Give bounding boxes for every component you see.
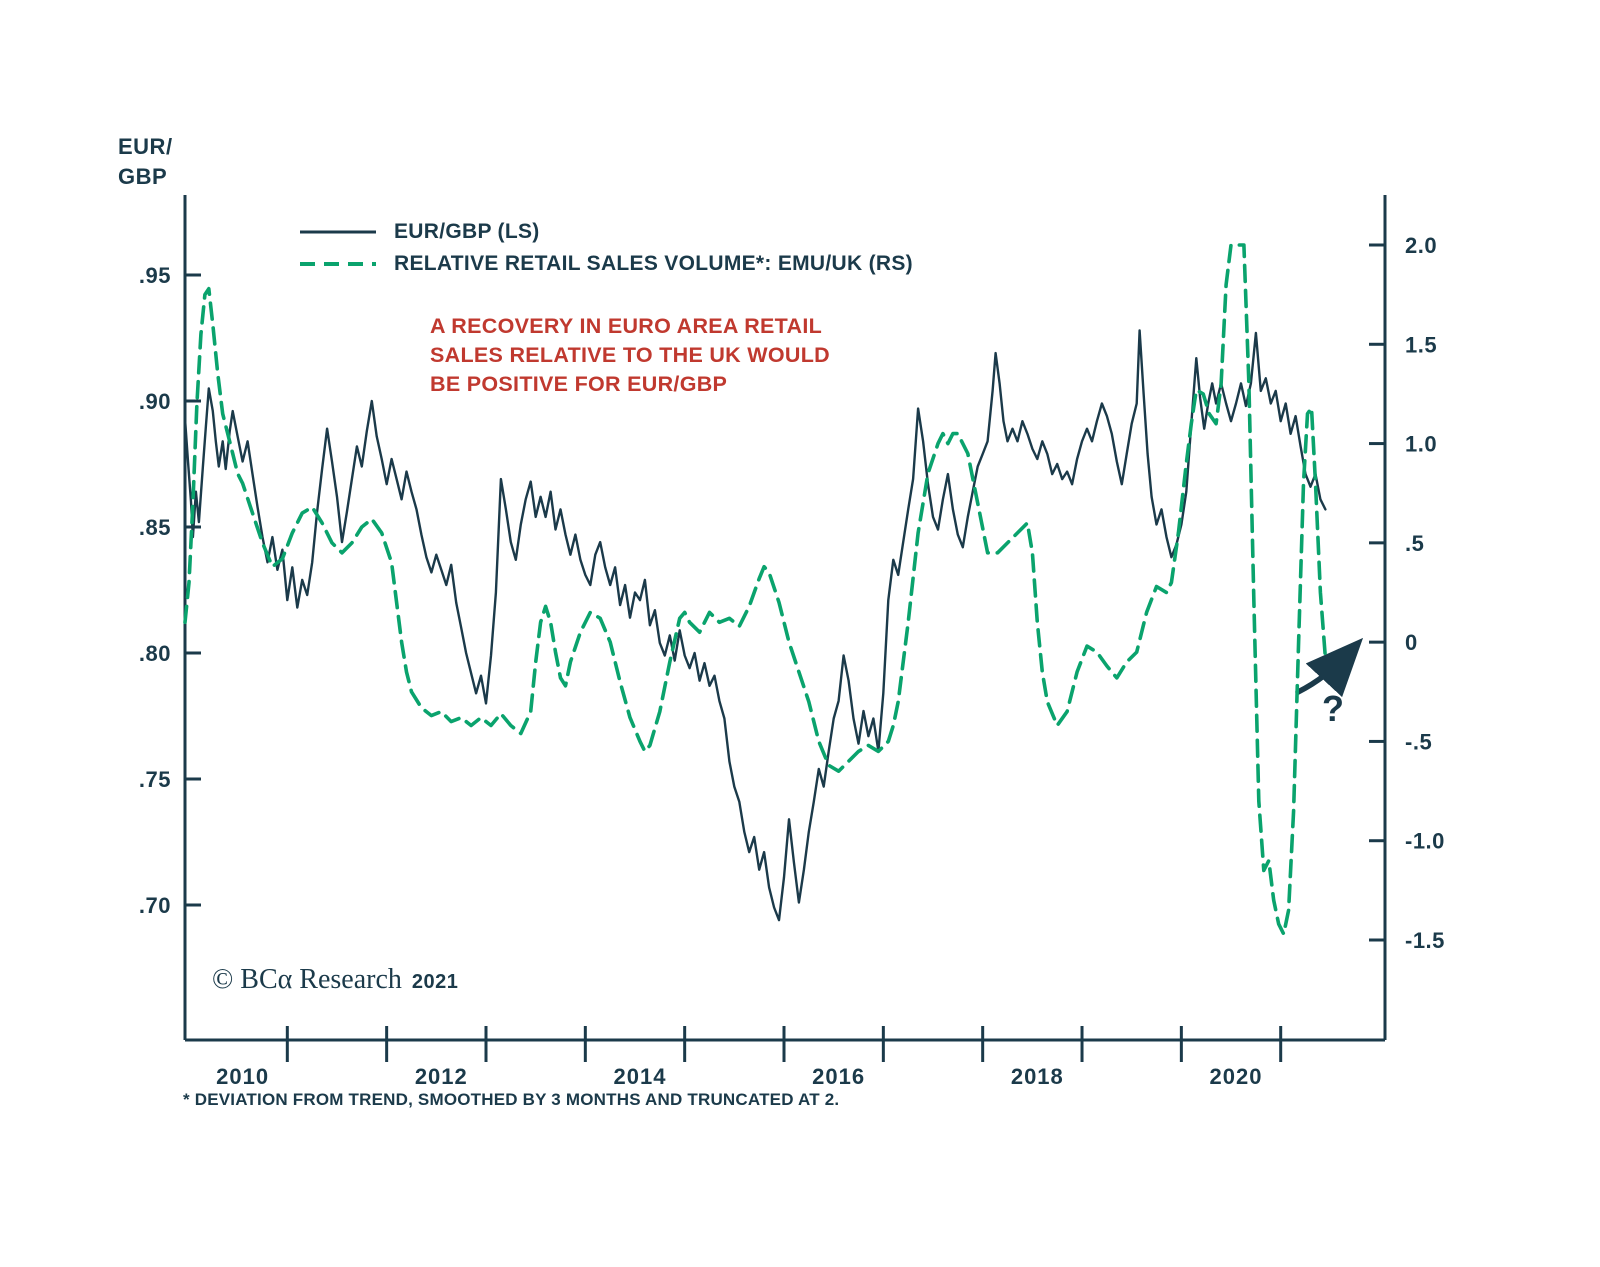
y-right-tick-label: -.5: [1405, 729, 1432, 754]
x-axis-label: 2012: [415, 1064, 468, 1089]
legend-item-retail-sales: RELATIVE RETAIL SALES VOLUME*: EMU/UK (R…: [300, 252, 913, 276]
legend: EUR/GBP (LS) RELATIVE RETAIL SALES VOLUM…: [300, 220, 913, 276]
legend-label-eur-gbp: EUR/GBP (LS): [394, 220, 540, 243]
annotation-line1: A RECOVERY IN EURO AREA RETAIL: [430, 314, 823, 338]
annotation-line2: SALES RELATIVE TO THE UK WOULD: [430, 343, 830, 367]
y-right-tick-label: 1.0: [1405, 432, 1437, 457]
annotation-text: A RECOVERY IN EURO AREA RETAIL SALES REL…: [430, 312, 830, 399]
copyright-text: © BCα Research: [212, 964, 402, 995]
y-left-tick-label: .90: [139, 389, 171, 414]
y-right-tick-label: .5: [1405, 531, 1424, 556]
legend-item-eur-gbp: EUR/GBP (LS): [300, 220, 913, 244]
annotation-line3: BE POSITIVE FOR EUR/GBP: [430, 372, 728, 396]
y-left-tick-label: .85: [139, 515, 171, 540]
y-right-tick-label: -1.0: [1405, 829, 1445, 854]
trend-arrow-icon: [1295, 637, 1364, 698]
left-axis-title-line1: EUR/: [118, 134, 173, 159]
retail-sales-series-line: [183, 243, 1328, 936]
eur-gbp-series-line: [183, 329, 1327, 922]
x-axis-label: 2010: [216, 1064, 269, 1089]
left-axis-title-line2: GBP: [118, 164, 168, 189]
y-left-tick-label: .95: [139, 263, 171, 288]
question-mark: ?: [1322, 688, 1344, 729]
y-right-tick-label: 0: [1405, 630, 1418, 655]
x-axis-label: 2016: [812, 1064, 865, 1089]
x-axis-label: 2018: [1011, 1064, 1064, 1089]
y-left-tick-label: .70: [139, 893, 171, 918]
copyright: © BCα Research 2021: [212, 964, 458, 996]
y-left-tick-label: .75: [139, 767, 171, 792]
y-left-tick-label: .80: [139, 641, 171, 666]
x-axis-label: 2014: [613, 1064, 666, 1089]
left-axis-title: EUR/ GBP: [118, 132, 173, 192]
dashed-line-swatch-icon: [300, 262, 376, 266]
copyright-year: 2021: [411, 971, 459, 993]
y-right-tick-label: 1.5: [1405, 332, 1437, 357]
y-right-tick-label: -1.5: [1405, 928, 1445, 953]
y-right-tick-label: 2.0: [1405, 233, 1437, 258]
x-axis-label: 2020: [1210, 1064, 1263, 1089]
legend-label-retail-sales: RELATIVE RETAIL SALES VOLUME*: EMU/UK (R…: [394, 252, 913, 275]
footnote: * DEVIATION FROM TREND, SMOOTHED BY 3 MO…: [183, 1090, 840, 1109]
solid-line-swatch-icon: [300, 230, 376, 234]
